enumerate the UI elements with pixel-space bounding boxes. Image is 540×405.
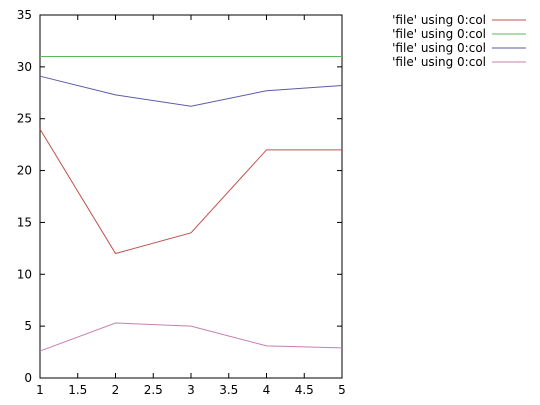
legend-label-2: 'file' using 0:col	[392, 27, 486, 41]
x-tick-label: 4	[263, 383, 271, 397]
y-tick-label: 15	[17, 215, 32, 229]
y-tick-label: 25	[17, 112, 32, 126]
x-tick-label: 1.5	[68, 383, 87, 397]
legend-label-1: 'file' using 0:col	[392, 13, 486, 27]
x-axis: 1 1.5 2 2.5 3 3.5 4 4.5 5	[36, 15, 346, 397]
x-tick-label: 5	[338, 383, 346, 397]
y-axis: 0 5 10 15 20 25 30 35	[17, 8, 342, 385]
plot-frame	[39, 14, 343, 379]
series-lines	[39, 55, 343, 352]
x-tick-label: 1	[36, 383, 44, 397]
y-tick-label: 0	[24, 371, 32, 385]
x-tick-label: 2.5	[144, 383, 163, 397]
plot-border	[39, 14, 343, 379]
y-tick-label: 30	[17, 60, 32, 74]
y-tick-label: 5	[24, 319, 32, 333]
y-tick-label: 35	[17, 8, 32, 22]
y-tick-label: 10	[17, 267, 32, 281]
x-tick-label: 3	[187, 383, 195, 397]
x-tick-label: 4.5	[295, 383, 314, 397]
series-line-4	[39, 322, 343, 352]
series-line-1	[39, 128, 342, 255]
x-tick-label: 2	[112, 383, 120, 397]
series-line-3	[39, 75, 343, 107]
x-tick-label: 3.5	[219, 383, 238, 397]
y-tick-label: 20	[17, 164, 32, 178]
legend-label-3: 'file' using 0:col	[392, 41, 486, 55]
legend: 'file' using 0:col'file' using 0:col'fil…	[392, 13, 526, 69]
legend-label-4: 'file' using 0:col	[392, 55, 486, 69]
